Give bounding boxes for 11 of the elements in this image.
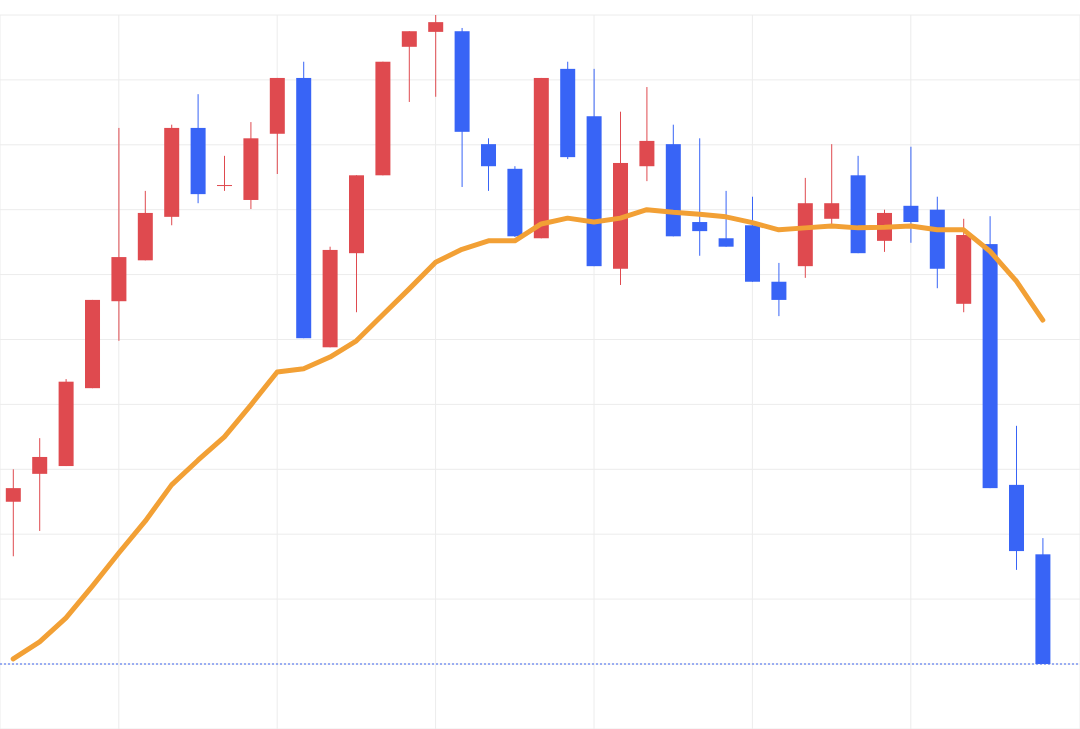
candlestick [903, 146, 919, 244]
candlestick [718, 190, 734, 248]
candlestick [824, 143, 840, 226]
candlestick [428, 15, 444, 98]
candlestick [692, 137, 708, 257]
candlestick [771, 262, 787, 317]
candlestick [5, 468, 21, 557]
candlestick [481, 137, 497, 192]
candlestick [32, 437, 48, 532]
candlestick [401, 30, 417, 103]
candlestick [217, 155, 233, 192]
